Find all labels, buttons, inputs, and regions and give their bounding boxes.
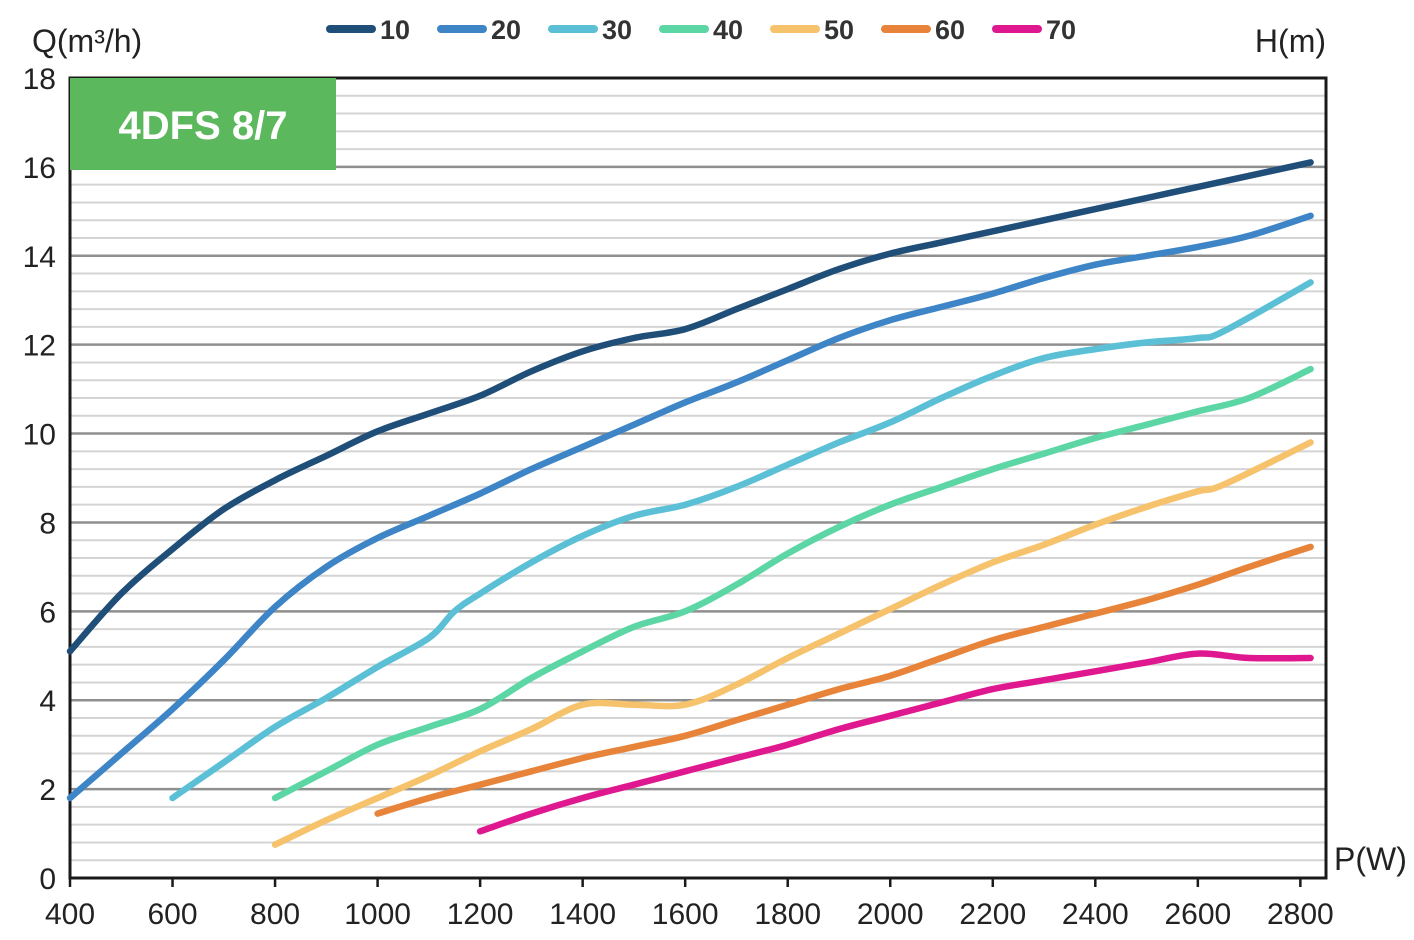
y-tick-label: 18 <box>23 63 56 96</box>
x-tick-label: 1000 <box>344 898 411 931</box>
x-axis-title: P(W) <box>1334 841 1407 877</box>
y-tick-label: 14 <box>23 241 56 274</box>
y-tick-label: 8 <box>39 507 56 540</box>
x-tick-label: 2800 <box>1267 898 1334 931</box>
model-badge-title: 4DFS 8/7 <box>119 104 288 148</box>
legend-label-40: 40 <box>713 15 743 45</box>
x-tick-label: 400 <box>45 898 95 931</box>
series-line-40 <box>271 365 1314 802</box>
legend: 10 20 30 40 50 60 70 <box>326 15 1076 45</box>
y-tick-label: 6 <box>39 596 56 629</box>
series-lines <box>66 159 1314 848</box>
x-tick-label: 2400 <box>1062 898 1129 931</box>
x-tick-label: 600 <box>147 898 197 931</box>
x-tick-label: 800 <box>250 898 300 931</box>
series-line-20 <box>66 212 1314 802</box>
y-axis-title: Q(m³/h) <box>32 23 142 59</box>
x-tick-label: 2600 <box>1164 898 1231 931</box>
series-line-10 <box>66 159 1314 655</box>
axes: 0 2 4 6 8 10 12 14 16 18 400 600 800 1000 1200 1400 1600… <box>23 63 1334 931</box>
legend-label-70: 70 <box>1046 15 1076 45</box>
legend-label-60: 60 <box>935 15 965 45</box>
grid <box>70 94 1326 862</box>
series-line-30 <box>169 279 1314 802</box>
series-line-60 <box>374 543 1314 817</box>
legend-label-20: 20 <box>491 15 521 45</box>
y-tick-label: 10 <box>23 419 56 452</box>
model-badge <box>70 78 336 170</box>
x-tick-label: 1400 <box>549 898 616 931</box>
legend-axis-title: H(m) <box>1255 23 1326 59</box>
y-tick-label: 16 <box>23 152 56 185</box>
y-tick-label: 4 <box>39 685 56 718</box>
series-line-50 <box>271 439 1314 848</box>
y-tick-label: 12 <box>23 330 56 363</box>
y-tick-label: 2 <box>39 774 56 807</box>
x-tick-label: 1600 <box>652 898 719 931</box>
legend-label-10: 10 <box>380 15 410 45</box>
legend-label-30: 30 <box>602 15 632 45</box>
series-line-70 <box>476 650 1314 835</box>
x-tick-label: 1800 <box>754 898 821 931</box>
legend-label-50: 50 <box>824 15 854 45</box>
x-tick-label: 2000 <box>857 898 924 931</box>
plot-border <box>68 76 1328 880</box>
y-tick-label: 0 <box>39 863 56 896</box>
x-tick-label: 2200 <box>959 898 1026 931</box>
x-tick-label: 1200 <box>447 898 514 931</box>
